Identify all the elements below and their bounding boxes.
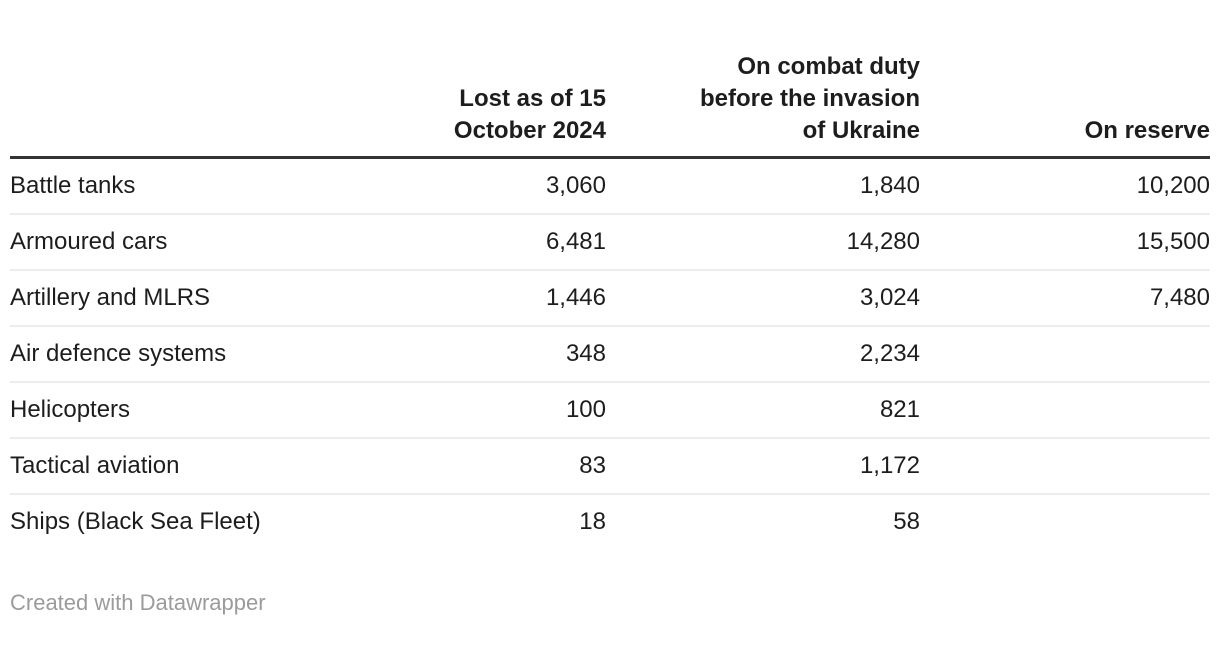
cell-reserve: 10,200 (920, 157, 1210, 215)
row-label: Armoured cars (10, 214, 270, 271)
cell-reserve (920, 438, 1210, 495)
cell-combat-duty: 1,840 (606, 157, 920, 215)
cell-lost: 3,060 (270, 157, 606, 215)
row-label: Ships (Black Sea Fleet) (10, 508, 261, 535)
cell-reserve (920, 494, 1210, 549)
cell-reserve (920, 382, 1210, 439)
cell-lost: 348 (270, 326, 606, 383)
table-row-air-defence: Air defence systems 348 2,234 (10, 326, 1210, 383)
table-row-tactical-aviation: Tactical aviation 83 1,172 (10, 438, 1210, 495)
cell-combat-duty: 58 (893, 508, 920, 535)
cell-reserve: 7,480 (920, 270, 1210, 327)
row-label: Helicopters (10, 382, 270, 439)
table-body: Battle tanks 3,060 1,840 10,200 Armoured… (10, 157, 1210, 550)
cell-combat-duty: 2,234 (606, 326, 920, 383)
row-label: Artillery and MLRS (10, 270, 270, 327)
row-label: Battle tanks (10, 157, 270, 215)
table-row-battle-tanks: Battle tanks 3,060 1,840 10,200 (10, 157, 1210, 215)
table-row-helicopters: Helicopters 100 821 (10, 382, 1210, 439)
cell-combat-duty: 3,024 (606, 270, 920, 327)
table-row-ships: Ships (Black Sea Fleet) 18 58 (10, 494, 1210, 549)
cell-reserve (920, 326, 1210, 383)
header-cell-combat-duty: On combat duty before the invasion of Uk… (606, 0, 920, 159)
cell-lost: 1,446 (270, 270, 606, 327)
cell-lost: 100 (270, 382, 606, 439)
datawrapper-attribution-link[interactable]: Created with Datawrapper (10, 590, 266, 615)
cell-combat-duty: 1,172 (606, 438, 920, 495)
row-label: Air defence systems (10, 326, 270, 383)
data-table: Lost as of 15 October 2024 On combat dut… (10, 0, 1210, 549)
cell-combat-duty: 14,280 (606, 214, 920, 271)
cell-lost: 18 (579, 508, 606, 535)
table-row-artillery-mlrs: Artillery and MLRS 1,446 3,024 7,480 (10, 270, 1210, 327)
table-header: Lost as of 15 October 2024 On combat dut… (10, 0, 1210, 159)
row-label: Tactical aviation (10, 438, 270, 495)
header-cell-label (10, 0, 270, 159)
table-row-armoured-cars: Armoured cars 6,481 14,280 15,500 (10, 214, 1210, 271)
header-row: Lost as of 15 October 2024 On combat dut… (10, 0, 1210, 159)
cell-reserve: 15,500 (920, 214, 1210, 271)
cell-lost: 83 (270, 438, 606, 495)
header-cell-reserve: On reserve (920, 0, 1210, 159)
cell-combat-duty: 821 (606, 382, 920, 439)
header-cell-lost: Lost as of 15 October 2024 (270, 0, 606, 159)
attribution: Created with Datawrapper (10, 589, 1210, 617)
cell-lost: 6,481 (270, 214, 606, 271)
